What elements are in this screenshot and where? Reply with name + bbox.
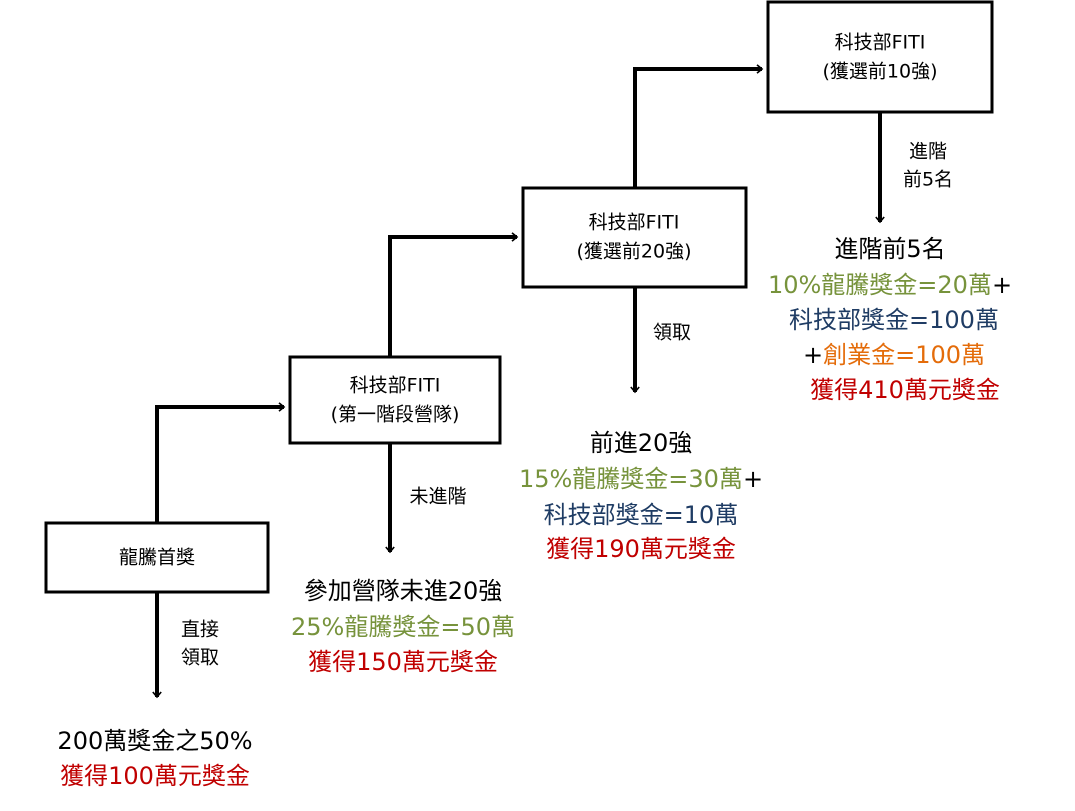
connectors [152, 64, 885, 699]
text: 10%龍騰獎金=20萬 [768, 271, 992, 299]
node-box [521, 186, 748, 289]
text: 獲得150萬元獎金 [308, 648, 498, 676]
outcome-line: 獲得410萬元獎金 [810, 376, 1000, 404]
text: 參加營隊未進20強 [304, 577, 503, 605]
node: 龍騰首獎 [44, 521, 270, 594]
outcome-line: 科技部獎金=10萬 [544, 501, 739, 529]
edge-label: 未進階 [409, 486, 466, 508]
node-label: (獲選前20強) [576, 241, 691, 263]
outcome-line: 前進20強 [590, 429, 693, 457]
outcome: 前進20強 15%龍騰獎金=30萬+ 科技部獎金=10萬 獲得190萬元獎金 [519, 429, 763, 563]
outcome: 進階前5名 10%龍騰獎金=20萬+ 科技部獎金=100萬 +創業金=100萬 … [768, 235, 1012, 404]
arrow [388, 232, 519, 357]
text: 25%龍騰獎金=50萬 [291, 613, 515, 641]
outcome-line: 25%龍騰獎金=50萬 [291, 613, 515, 641]
arrow [633, 64, 764, 188]
text: 獲得190萬元獎金 [546, 535, 736, 563]
outcome-line: 科技部獎金=100萬 [789, 306, 999, 334]
outcome: 200萬獎金之50% 獲得100萬元獎金 [57, 727, 252, 790]
text: + [992, 271, 1012, 299]
text: 科技部獎金=10萬 [544, 501, 739, 529]
node: 科技部FITI (獲選前20強) [521, 186, 748, 289]
text: + [743, 465, 763, 493]
node-box [288, 355, 502, 445]
text: 200萬獎金之50% [57, 727, 252, 755]
text: 進階前5名 [834, 235, 945, 263]
outcome-line: 200萬獎金之50% [57, 727, 252, 755]
node: 科技部FITI (第一階段營隊) [288, 355, 502, 445]
edge-label: 進階 [909, 141, 947, 163]
arrow [155, 402, 286, 523]
node-label: 龍騰首獎 [119, 547, 195, 569]
node: 科技部FITI (獲選前10強) [766, 0, 994, 114]
node-box [44, 521, 270, 594]
outcome-line: 獲得150萬元獎金 [308, 648, 498, 676]
outcome-line: +創業金=100萬 [803, 341, 985, 369]
text: 獲得100萬元獎金 [60, 762, 250, 790]
edge-label: 領取 [181, 647, 219, 669]
node-label: 科技部FITI [350, 375, 441, 397]
outcome-line: 10%龍騰獎金=20萬+ [768, 271, 1012, 299]
edge-label: 前5名 [903, 169, 953, 191]
text: 獲得410萬元獎金 [810, 376, 1000, 404]
outcome: 參加營隊未進20強 25%龍騰獎金=50萬 獲得150萬元獎金 [291, 577, 515, 676]
node-label: 科技部FITI [589, 212, 680, 234]
edge-label: 領取 [653, 322, 691, 344]
text: + [803, 341, 823, 369]
node-label: 科技部FITI [835, 32, 926, 54]
text: 前進20強 [590, 429, 693, 457]
node-label: (獲選前10強) [822, 61, 937, 83]
text: 15%龍騰獎金=30萬 [519, 465, 743, 493]
outcome-line: 15%龍騰獎金=30萬+ [519, 465, 763, 493]
node-label: (第一階段營隊) [331, 404, 460, 426]
outcome-line: 進階前5名 [834, 235, 945, 263]
outcome-line: 獲得100萬元獎金 [60, 762, 250, 790]
outcome-line: 獲得190萬元獎金 [546, 535, 736, 563]
edge-label: 直接 [181, 619, 219, 641]
outcome-line: 參加營隊未進20強 [304, 577, 503, 605]
text: 科技部獎金=100萬 [789, 306, 999, 334]
node-box [766, 0, 994, 114]
text: 創業金=100萬 [823, 341, 985, 369]
